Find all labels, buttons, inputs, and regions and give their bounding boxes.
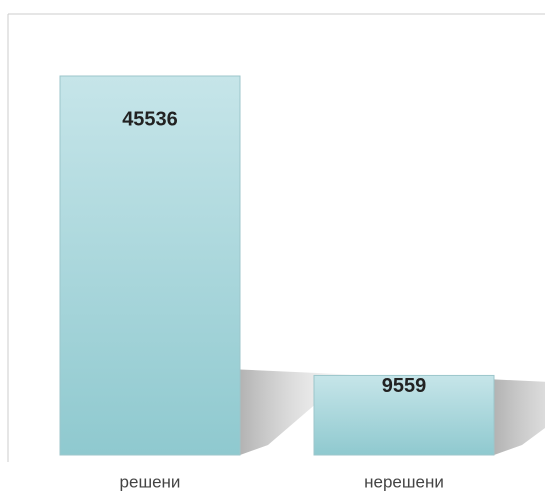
- bar-shadow: [494, 379, 545, 455]
- bar: [59, 75, 241, 456]
- data-label: 9559: [382, 375, 427, 397]
- x-tick-label: нерешени: [364, 472, 444, 491]
- x-tick-label: решени: [120, 472, 181, 491]
- bar: [313, 374, 495, 456]
- data-label: 45536: [122, 108, 178, 130]
